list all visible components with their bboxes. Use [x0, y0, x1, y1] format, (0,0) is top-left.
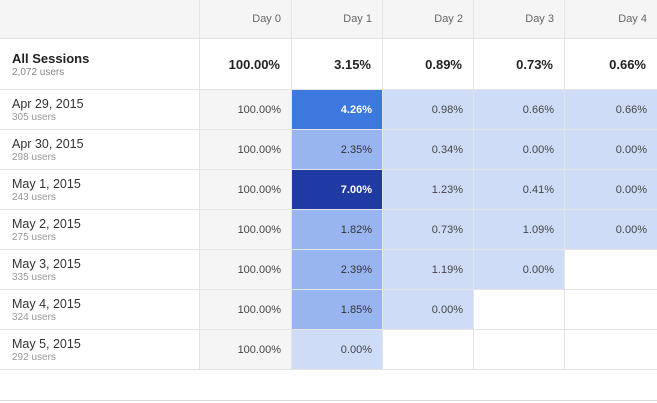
cohort-row[interactable]: May 4, 2015 324 users 100.00% 1.85% 0.00% — [0, 290, 657, 330]
cohort-cell-day-1[interactable]: 2.35% — [292, 130, 383, 169]
cohort-cell-day-3[interactable]: 0.41% — [474, 170, 565, 209]
cohort-cell-day-3[interactable]: 0.00% — [474, 250, 565, 289]
cohort-cell-day-0[interactable]: 100.00% — [200, 90, 292, 129]
cohort-cell-day-4[interactable]: 0.66% — [565, 90, 657, 129]
cohort-cell-day-3 — [474, 330, 565, 369]
cohort-cell-day-3 — [474, 290, 565, 329]
cohort-row[interactable]: Apr 29, 2015 305 users 100.00% 4.26% 0.98% 0.… — [0, 90, 657, 130]
cohort-date: May 5, 2015 — [12, 336, 81, 351]
cohort-date-cell: May 1, 2015 243 users — [0, 170, 200, 209]
cohort-date-cell: May 4, 2015 324 users — [0, 290, 200, 329]
cohort-date: Apr 29, 2015 — [12, 96, 84, 111]
cohort-cell-day-0[interactable]: 100.00% — [200, 130, 292, 169]
header-day-2: Day 2 — [383, 0, 474, 38]
cohort-users: 324 users — [12, 311, 56, 323]
cohort-cell-day-1[interactable]: 2.39% — [292, 250, 383, 289]
cohort-cell-day-1[interactable]: 1.85% — [292, 290, 383, 329]
cohort-cell-day-2[interactable]: 1.19% — [383, 250, 474, 289]
cohort-cell-day-4[interactable]: 0.00% — [565, 210, 657, 249]
cohort-cell-day-1[interactable]: 1.82% — [292, 210, 383, 249]
total-day-0: 100.00% — [200, 39, 292, 89]
cohort-cell-day-0[interactable]: 100.00% — [200, 210, 292, 249]
cohort-cell-day-2[interactable]: 0.34% — [383, 130, 474, 169]
cohort-row[interactable]: May 2, 2015 275 users 100.00% 1.82% 0.73% 1.0… — [0, 210, 657, 250]
cohort-cell-day-4 — [565, 250, 657, 289]
cohort-cell-day-1[interactable]: 7.00% — [292, 170, 383, 209]
cohort-users: 292 users — [12, 351, 56, 363]
cohort-users: 298 users — [12, 151, 56, 163]
header-row: Day 0 Day 1 Day 2 Day 3 Day 4 — [0, 0, 657, 39]
cohort-date-cell: May 2, 2015 275 users — [0, 210, 200, 249]
cohort-cell-day-3[interactable]: 0.66% — [474, 90, 565, 129]
cohort-cell-day-0[interactable]: 100.00% — [200, 290, 292, 329]
cohort-cell-day-4 — [565, 330, 657, 369]
cohort-row[interactable]: Apr 30, 2015 298 users 100.00% 2.35% 0.34% 0.… — [0, 130, 657, 170]
all-sessions-label-cell: All Sessions 2,072 users — [0, 39, 200, 89]
cohort-users: 305 users — [12, 111, 56, 123]
cohort-cell-day-2[interactable]: 1.23% — [383, 170, 474, 209]
cohort-cell-day-2[interactable]: 0.73% — [383, 210, 474, 249]
cohort-cell-day-4[interactable]: 0.00% — [565, 170, 657, 209]
header-day-3: Day 3 — [474, 0, 565, 38]
cohort-cell-day-3[interactable]: 1.09% — [474, 210, 565, 249]
cohort-users: 243 users — [12, 191, 56, 203]
cohort-date: May 2, 2015 — [12, 216, 81, 231]
cohort-cell-day-0[interactable]: 100.00% — [200, 330, 292, 369]
cohort-cell-day-0[interactable]: 100.00% — [200, 250, 292, 289]
all-sessions-users: 2,072 users — [12, 66, 65, 78]
cohort-cell-day-2[interactable]: 0.98% — [383, 90, 474, 129]
cohort-cell-day-0[interactable]: 100.00% — [200, 170, 292, 209]
cohort-row[interactable]: May 1, 2015 243 users 100.00% 7.00% 1.23% 0.4… — [0, 170, 657, 210]
bottom-divider — [0, 400, 657, 401]
cohort-cell-day-4 — [565, 290, 657, 329]
cohort-date-cell: Apr 30, 2015 298 users — [0, 130, 200, 169]
cohort-date-cell: May 3, 2015 335 users — [0, 250, 200, 289]
cohort-cell-day-4[interactable]: 0.00% — [565, 130, 657, 169]
header-day-4: Day 4 — [565, 0, 657, 38]
total-day-2: 0.89% — [383, 39, 474, 89]
cohort-date: May 3, 2015 — [12, 256, 81, 271]
header-day-0: Day 0 — [200, 0, 292, 38]
cohort-users: 335 users — [12, 271, 56, 283]
cohort-rows: Apr 29, 2015 305 users 100.00% 4.26% 0.98% 0.… — [0, 90, 657, 370]
cohort-cell-day-1[interactable]: 4.26% — [292, 90, 383, 129]
cohort-row[interactable]: May 5, 2015 292 users 100.00% 0.00% — [0, 330, 657, 370]
cohort-date-cell: Apr 29, 2015 305 users — [0, 90, 200, 129]
cohort-cell-day-2 — [383, 330, 474, 369]
all-sessions-row: All Sessions 2,072 users 100.00% 3.15% 0… — [0, 39, 657, 90]
header-day-1: Day 1 — [292, 0, 383, 38]
cohort-cell-day-1[interactable]: 0.00% — [292, 330, 383, 369]
total-day-3: 0.73% — [474, 39, 565, 89]
total-day-4: 0.66% — [609, 56, 646, 72]
cohort-users: 275 users — [12, 231, 56, 243]
cohort-date: Apr 30, 2015 — [12, 136, 84, 151]
all-sessions-title: All Sessions — [12, 50, 90, 66]
cohort-cell-day-3[interactable]: 0.00% — [474, 130, 565, 169]
cohort-date: May 4, 2015 — [12, 296, 81, 311]
cohort-cell-day-2[interactable]: 0.00% — [383, 290, 474, 329]
cohort-date: May 1, 2015 — [12, 176, 81, 191]
cohort-row[interactable]: May 3, 2015 335 users 100.00% 2.39% 1.19% 0.0… — [0, 250, 657, 290]
total-day-1: 3.15% — [292, 39, 383, 89]
cohort-date-cell: May 5, 2015 292 users — [0, 330, 200, 369]
header-label-cell — [0, 0, 200, 38]
